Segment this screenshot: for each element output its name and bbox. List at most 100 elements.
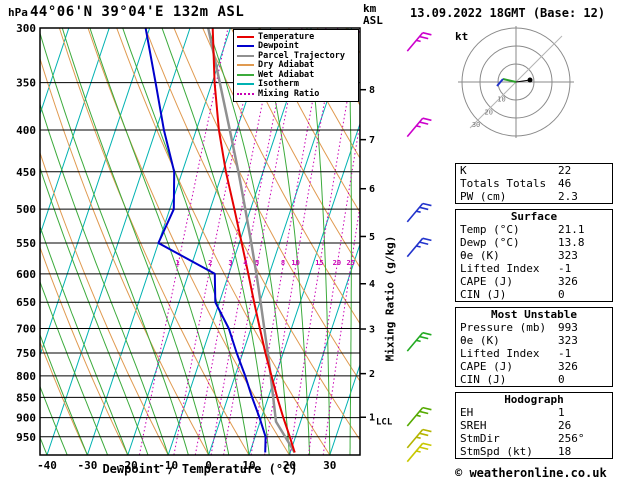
hodograph-unit-label: kt [455,30,469,43]
svg-text:8: 8 [369,85,375,96]
pressure-gridlines [40,27,360,438]
svg-text:25: 25 [346,259,354,267]
legend-item: Dry Adiabat [237,60,355,71]
km-unit-top: km [363,2,377,15]
wind-barb-icon [406,31,432,52]
svg-text:7: 7 [369,135,375,146]
stats-panel: K 22 Totals Totals 46 PW (cm) 2.3 Surface Temp … [455,163,613,464]
svg-text:6: 6 [369,184,375,195]
svg-text:0: 0 [205,459,212,472]
stat-label: SREH [460,419,487,432]
stats-row: Totals Totals 46 [456,177,612,190]
stats-table-header: Most Unstable [490,308,578,321]
stat-label: Totals Totals [460,177,547,190]
svg-text:-40: -40 [37,459,57,472]
stat-label: K [460,164,467,177]
stats-row: Lifted Index -1 [456,262,612,275]
legend-label: Dry Adiabat [258,60,315,71]
wind-barb-icon [406,428,432,449]
wind-barbs [406,31,432,463]
svg-text:900: 900 [16,412,36,425]
km-ticks: 8 7 6 5 4 3 2 1 [360,85,375,424]
svg-text:10: 10 [291,259,299,267]
wind-barb-icon [406,237,432,258]
parcel-line-swatch [237,54,254,57]
stat-label: StmDir [460,432,500,445]
svg-text:-20: -20 [118,459,138,472]
legend-label: Parcel Trajectory [258,50,345,61]
svg-text:5: 5 [255,259,259,267]
svg-text:8: 8 [281,259,285,267]
svg-text:1: 1 [176,259,180,267]
pressure-tick-labels: 300 350 400 450 500 550 600 650 700 750 800 850 900 9… [16,22,36,444]
stat-value: 13.8 [558,236,585,249]
lcl-label: LCL [376,418,393,428]
legend-label: Wet Adiabat [258,69,315,80]
svg-text:950: 950 [16,431,36,444]
svg-text:750: 750 [16,347,36,360]
temperature-axis-label: Dewpoint / Temperature (°C) [102,462,298,476]
stats-row: PW (cm) 2.3 [456,190,612,203]
legend-label: Isotherm [258,79,299,90]
legend-item: Parcel Trajectory [237,51,355,61]
pressure-axis-unit: hPa [8,6,28,19]
svg-text:20: 20 [283,459,296,472]
svg-text:30: 30 [323,459,336,472]
temperature-line [211,28,296,453]
svg-text:2: 2 [208,259,212,267]
km-axis-unit: km ASL [363,3,383,27]
stats-row: CIN (J) 0 [456,288,612,301]
wind-barb-icon [406,442,432,463]
wind-barb-icon [406,406,432,427]
legend-item: Isotherm [237,79,355,90]
km-unit-bottom: ASL [363,14,383,27]
stats-row: EH 1 [456,406,612,419]
svg-text:350: 350 [16,77,36,90]
stats-row: Lifted Index -1 [456,347,612,360]
stat-value: 323 [558,249,578,262]
stat-label: StmSpd (kt) [460,445,533,458]
run-date-title: 13.09.2022 18GMT (Base: 12) [410,6,606,20]
svg-text:20: 20 [485,108,493,116]
svg-text:15: 15 [315,259,323,267]
stats-table: K 22 Totals Totals 46 PW (cm) 2.3 [455,163,613,204]
stats-row: StmSpd (kt) 18 [456,445,612,458]
svg-text:-30: -30 [77,459,97,472]
svg-text:1: 1 [369,413,375,424]
hodograph-trace [496,78,504,87]
dry_adiabat-line-swatch [237,64,254,67]
svg-text:-10: -10 [158,459,178,472]
stat-label: PW (cm) [460,190,507,203]
parcel-trajectory-line [206,28,296,454]
stat-value: -1 [558,347,572,360]
stat-value: 0 [558,373,565,386]
wet_adiabat-line-swatch [237,73,254,76]
svg-text:10: 10 [242,459,255,472]
station-title: 44°06'N 39°04'E 132m ASL [30,4,245,20]
isotherm-line-swatch [237,83,254,86]
svg-text:30: 30 [472,121,480,129]
svg-text:550: 550 [16,237,36,250]
stats-row: SREH 26 [456,419,612,432]
legend-item: Dewpoint [237,41,355,52]
legend-label: Dewpoint [258,41,299,52]
stat-label: θe (K) [460,334,500,347]
stat-value: 1 [558,406,565,419]
stat-label: CAPE (J) [460,275,513,288]
stat-label: CAPE (J) [460,360,513,373]
hodograph: 10 20 30 [458,26,574,138]
hodograph-ring-labels: 10 20 30 [472,96,506,129]
wind-barb-icon [406,331,432,352]
svg-text:20: 20 [333,259,341,267]
sounding-lines [144,28,296,454]
stat-value: 993 [558,321,578,334]
stat-value: 21.1 [558,223,585,236]
stats-row: θe (K) 323 [456,249,612,262]
stat-label: Lifted Index [460,347,540,360]
stat-label: Temp (°C) [460,223,520,236]
stat-value: 323 [558,334,578,347]
stats-table: Surface Temp (°C) 21.1 Dewp (°C) 13.8 θe (K) 3… [455,209,613,302]
stats-row: CIN (J) 0 [456,373,612,386]
stat-value: 26 [558,419,572,432]
svg-text:400: 400 [16,124,36,137]
